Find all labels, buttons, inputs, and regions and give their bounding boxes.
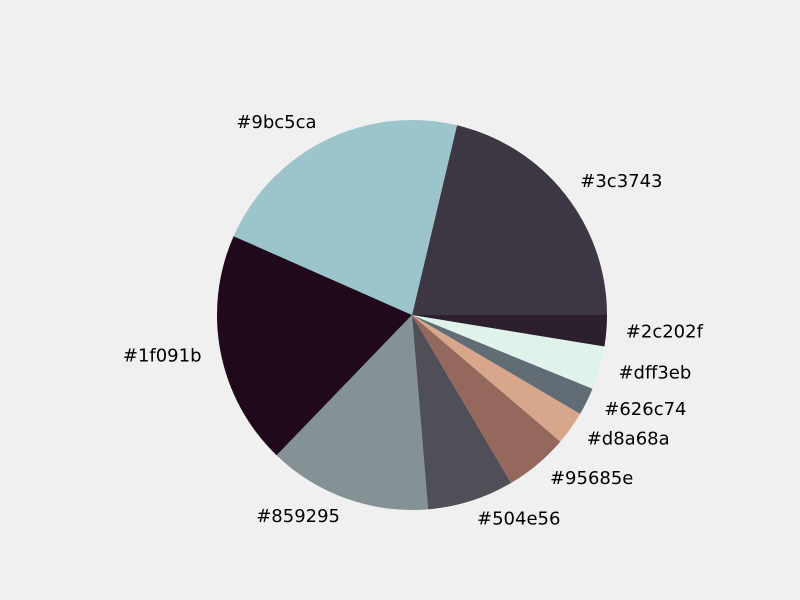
pie-slice-label: #dff3eb: [618, 362, 691, 383]
pie-slice-label: #9bc5ca: [236, 112, 316, 133]
pie-slice: [412, 315, 607, 347]
pie-slice-label: #d8a68a: [587, 428, 670, 449]
pie-slice: [412, 315, 561, 483]
pie-slice: [233, 119, 457, 315]
pie-slice-label: #3c3743: [580, 171, 662, 192]
pie-slices: [216, 119, 607, 510]
pie-slice-label: #859295: [256, 506, 340, 527]
pie-slice-label: #504e56: [477, 508, 560, 529]
pie-slice: [216, 236, 412, 456]
pie-slice-label: #1f091b: [123, 345, 202, 366]
pie-slice: [412, 315, 605, 389]
pie-labels: #3c3743 #9bc5ca #1f091b #859295 #504e56 #9568…: [123, 112, 704, 530]
pie-slice: [276, 315, 429, 510]
pie-slice: [412, 315, 512, 510]
pie-slice-label: #2c202f: [626, 321, 704, 342]
pie-slice-label: #95685e: [550, 468, 633, 489]
pie-slice-label: #626c74: [604, 399, 686, 420]
pie-slice: [412, 315, 581, 442]
pie-slice: [412, 125, 607, 315]
pie-slice: [412, 315, 593, 414]
